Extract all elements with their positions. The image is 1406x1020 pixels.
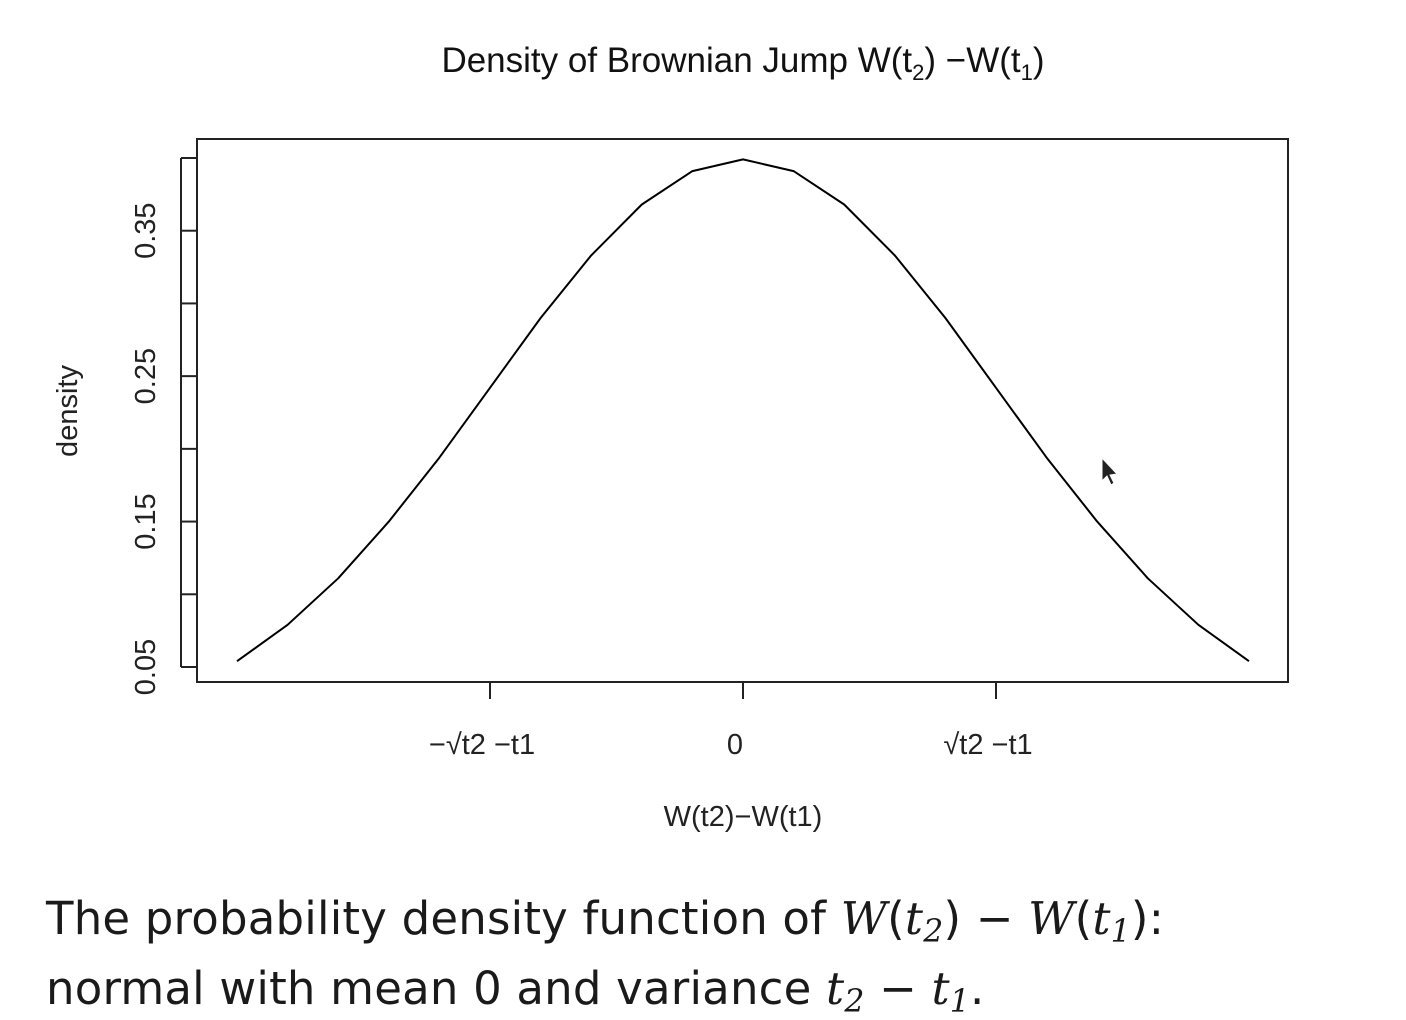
caption-line-2: normal with mean 0 and variance t2 − t1.: [46, 962, 985, 1020]
y-tick-label-1: 0.15: [130, 493, 162, 549]
x-axis-label: W(t2)−W(t1): [664, 801, 823, 833]
x-tick-label-1: 0: [727, 729, 743, 761]
caption-line-1: The probability density function of W(t2…: [46, 892, 1165, 950]
x-tick-label-0: −√t2 −t1: [429, 729, 535, 761]
caption-math-1: W(t2) − W(t1): [840, 892, 1149, 950]
density-curve: [236, 158, 1250, 663]
x-tick-label-2: √t2 −t1: [943, 729, 1032, 761]
mouse-cursor-icon: [1101, 456, 1119, 486]
x-axis-ticks: [489, 682, 997, 699]
chart-title: Density of Brownian Jump W(t2) −W(t1): [441, 41, 1044, 85]
y-tick-label-3: 0.35: [130, 202, 162, 258]
y-axis-label: density: [52, 365, 84, 457]
x-axis-tick-labels: −√t2 −t1 0 √t2 −t1: [429, 729, 1033, 761]
plot-frame: [196, 138, 1289, 683]
y-axis-ticks: [181, 156, 197, 668]
y-tick-label-2: 0.25: [130, 348, 162, 404]
density-chart: Density of Brownian Jump W(t2) −W(t1) 0.…: [52, 41, 1289, 833]
caption-math-2: t2 − t1: [826, 962, 971, 1020]
y-axis-tick-labels: 0.05 0.15 0.25 0.35: [130, 202, 162, 695]
y-tick-label-0: 0.05: [130, 639, 162, 695]
